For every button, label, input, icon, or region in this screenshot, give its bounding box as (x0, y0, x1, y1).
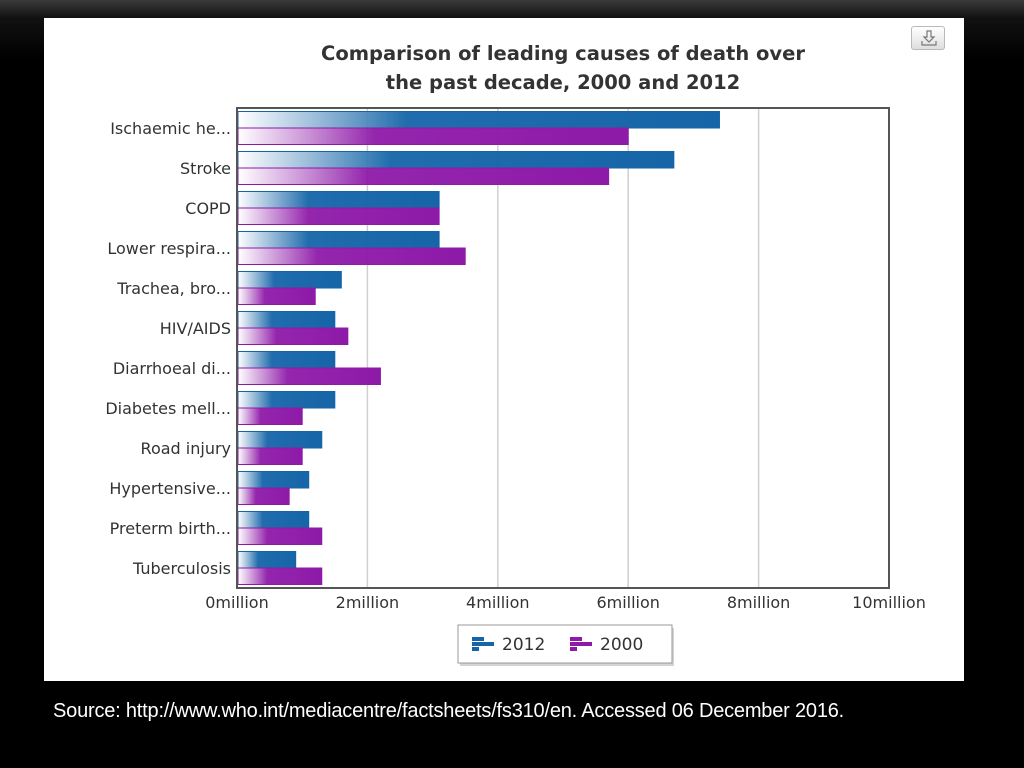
category-label: Tuberculosis (132, 559, 231, 578)
x-tick-label: 0million (205, 593, 268, 612)
legend-item-2000[interactable]: 2000 (570, 635, 643, 655)
bar-2012[interactable] (237, 551, 297, 569)
category-labels: Ischaemic he... Stroke COPD Lower respira..… (105, 119, 231, 578)
x-tick-label: 2million (336, 593, 399, 612)
category-label: Lower respira... (107, 239, 231, 258)
legend-item-2012[interactable]: 2012 (472, 635, 545, 655)
source-caption: Source: http://www.who.int/mediacentre/f… (53, 700, 845, 722)
category-label: Ischaemic he... (110, 119, 231, 138)
legend-label-2000: 2000 (600, 635, 643, 655)
bar-2000[interactable] (237, 527, 323, 545)
x-tick-label: 4million (466, 593, 529, 612)
category-label: Stroke (180, 159, 231, 178)
bar-2000[interactable] (237, 367, 381, 385)
bar-2012[interactable] (237, 511, 310, 529)
plot-area-frame (236, 107, 890, 589)
bar-2012[interactable] (237, 191, 440, 209)
bar-chart: Comparison of leading causes of death ov… (105, 42, 926, 666)
chart-title-line-1: Comparison of leading causes of death ov… (321, 42, 805, 65)
category-label: COPD (185, 199, 231, 218)
bar-2000[interactable] (237, 327, 349, 345)
bar-2000[interactable] (237, 127, 629, 145)
category-label: HIV/AIDS (160, 319, 231, 338)
export-button[interactable] (911, 26, 945, 50)
category-label: Road injury (141, 439, 231, 458)
bar-2012[interactable] (237, 231, 440, 249)
category-label: Trachea, bro... (116, 279, 231, 298)
x-axis-tick-labels: 0million 2million 4million 6million 8million… (205, 593, 926, 612)
legend-swatch-2000 (570, 637, 592, 651)
bar-2012[interactable] (237, 351, 336, 369)
category-label: Hypertensive... (109, 479, 231, 498)
bar-2000[interactable] (237, 487, 290, 505)
legend-label-2012: 2012 (502, 635, 545, 655)
bar-2000[interactable] (237, 567, 323, 585)
category-label: Preterm birth... (110, 519, 231, 538)
bars (237, 111, 720, 585)
bar-2012[interactable] (237, 391, 336, 409)
legend: 2012 2000 (457, 624, 674, 666)
bar-2012[interactable] (237, 151, 675, 169)
category-label: Diabetes mell... (105, 399, 231, 418)
x-tick-label: 6million (596, 593, 659, 612)
chart-title-line-2: the past decade, 2000 and 2012 (386, 71, 740, 94)
category-label: Diarrhoeal di... (113, 359, 231, 378)
download-icon (921, 30, 937, 46)
bar-2000[interactable] (237, 247, 466, 265)
bar-2000[interactable] (237, 167, 610, 185)
bar-2012[interactable] (237, 431, 323, 449)
x-tick-label: 10million (852, 593, 926, 612)
chart-panel: Comparison of leading causes of death ov… (44, 18, 964, 681)
grid (366, 108, 760, 588)
bar-2012[interactable] (237, 471, 310, 489)
bar-2012[interactable] (237, 311, 336, 329)
bar-2000[interactable] (237, 207, 440, 225)
x-tick-label: 8million (727, 593, 790, 612)
bar-2000[interactable] (237, 407, 303, 425)
bar-2000[interactable] (237, 287, 316, 305)
bar-2012[interactable] (237, 271, 342, 289)
bar-2012[interactable] (237, 111, 720, 129)
chart-title: Comparison of leading causes of death ov… (321, 42, 805, 94)
legend-swatch-2012 (472, 637, 494, 651)
bar-2000[interactable] (237, 447, 303, 465)
